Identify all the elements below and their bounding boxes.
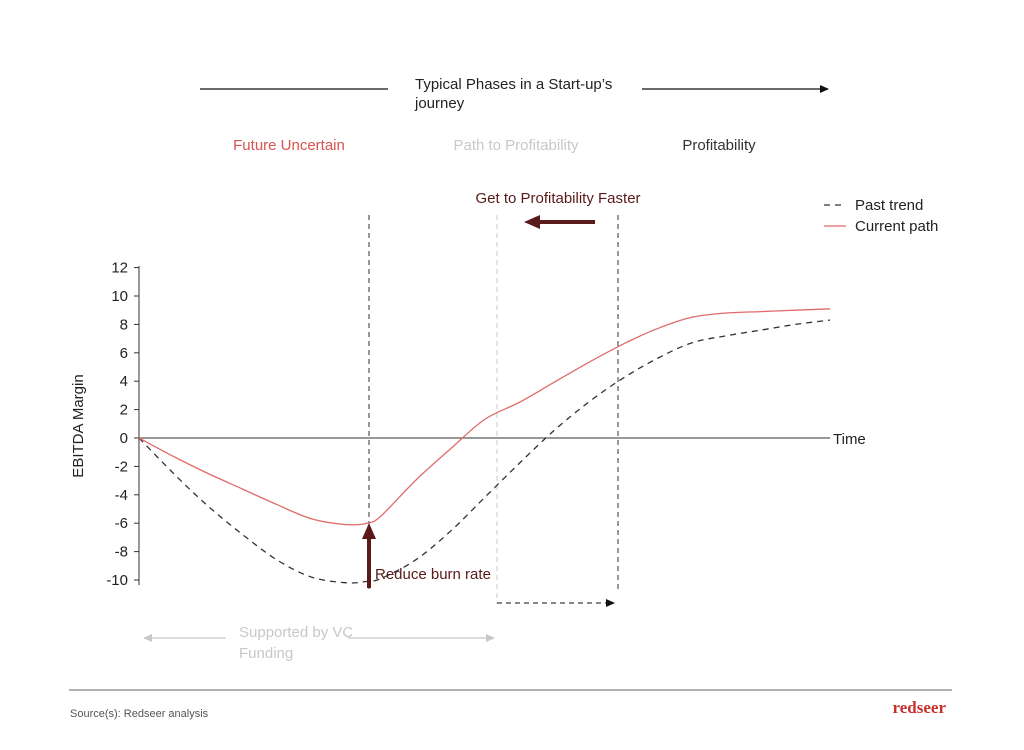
header-title-line1: Typical Phases in a Start-up’s bbox=[415, 76, 612, 93]
faster-arrow-head bbox=[524, 215, 540, 229]
legend-current-path-label: Current path bbox=[855, 218, 938, 235]
y-tick-label: 6 bbox=[120, 345, 128, 362]
y-tick-label: 8 bbox=[120, 316, 128, 333]
annotation-vc-line1: Supported by VC bbox=[239, 624, 353, 641]
phase-future-uncertain: Future Uncertain bbox=[233, 137, 345, 154]
phase-path-to-profitability: Path to Profitability bbox=[453, 137, 579, 154]
series-layer bbox=[138, 308, 831, 584]
annotation-burn-label: Reduce burn rate bbox=[375, 566, 491, 583]
burn-arrow-head bbox=[362, 523, 376, 539]
y-tick-label: -6 bbox=[115, 515, 128, 532]
y-tick-label: -8 bbox=[115, 544, 128, 561]
y-tick-label: 2 bbox=[120, 402, 128, 419]
legend-past-trend-label: Past trend bbox=[855, 197, 923, 214]
annotation-faster-label: Get to Profitability Faster bbox=[475, 190, 640, 207]
y-tick-group: 12 10 8 6 4 2 0 -2 -4 -6 -8 -10 bbox=[106, 260, 139, 589]
y-axis-label: EBITDA Margin bbox=[70, 374, 87, 477]
y-tick-label: -10 bbox=[106, 572, 128, 589]
annotation-vc-line2: Funding bbox=[239, 645, 293, 662]
series-line-past-trend bbox=[138, 319, 831, 584]
y-tick-label: -2 bbox=[115, 458, 128, 475]
x-axis-label: Time bbox=[833, 431, 866, 448]
y-tick-label: 12 bbox=[111, 260, 128, 277]
y-tick-label: 4 bbox=[120, 373, 128, 390]
series-line-current-path bbox=[138, 308, 831, 526]
footer-source: Source(s): Redseer analysis bbox=[70, 708, 209, 720]
y-tick-label: 0 bbox=[120, 430, 128, 447]
brand-logo: redseer bbox=[893, 698, 947, 717]
y-tick-label: -4 bbox=[115, 487, 128, 504]
y-tick-label: 10 bbox=[111, 288, 128, 305]
header-title-line2: journey bbox=[414, 95, 465, 112]
phase-profitability: Profitability bbox=[682, 137, 756, 154]
